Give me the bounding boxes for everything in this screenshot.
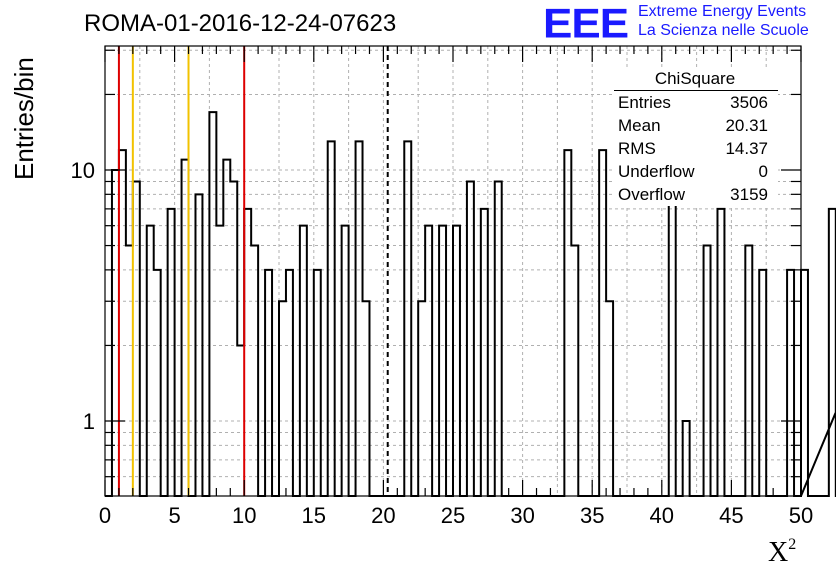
x-tick-label: 45 <box>719 503 743 528</box>
stats-label: Entries <box>618 93 671 112</box>
stats-row-entries: Entries 3506 <box>612 91 778 114</box>
stats-row-underflow: Underflow 0 <box>612 160 778 183</box>
x-tick-label: 30 <box>510 503 534 528</box>
stats-value: 14.37 <box>725 139 768 158</box>
y-tick-label: 1 <box>83 409 95 434</box>
axis-ticks: 0 5 10 15 20 25 30 35 40 45 50 1 10 <box>71 46 813 528</box>
x-tick-label: 40 <box>650 503 674 528</box>
stats-row-rms: RMS 14.37 <box>612 137 778 160</box>
stats-row-mean: Mean 20.31 <box>612 114 778 137</box>
stats-value: 20.31 <box>725 116 768 135</box>
stats-row-overflow: Overflow 3159 <box>612 183 778 206</box>
logo-tagline-1: Extreme Energy Events <box>638 3 807 20</box>
x-axis-label-exponent: 2 <box>788 536 797 553</box>
x-axis-label-base: X <box>768 537 789 568</box>
x-tick-label: 0 <box>99 503 111 528</box>
stats-divider <box>614 90 778 91</box>
stats-label: RMS <box>618 139 656 158</box>
stats-value: 0 <box>758 162 768 181</box>
x-tick-label: 5 <box>168 503 180 528</box>
run-title: ROMA-01-2016-12-24-07623 <box>84 10 397 37</box>
stats-value: 3159 <box>730 185 768 204</box>
x-tick-label: 15 <box>302 503 326 528</box>
y-tick-label: 10 <box>71 158 95 183</box>
stats-label: Overflow <box>618 185 686 204</box>
y-axis-label: Entries/bin <box>9 57 39 180</box>
x-axis-label: X2 <box>768 536 796 569</box>
x-tick-label: 25 <box>441 503 465 528</box>
logo-tagline-2: La Scienza nelle Scuole <box>638 22 809 39</box>
x-tick-label: 35 <box>580 503 604 528</box>
reference-lines <box>117 46 389 496</box>
stats-label: Underflow <box>618 162 695 181</box>
eee-logo: EEE <box>543 0 629 47</box>
stats-value: 3506 <box>730 93 768 112</box>
x-tick-label: 20 <box>371 503 395 528</box>
stats-title: ChiSquare <box>654 69 736 88</box>
x-tick-label: 50 <box>789 503 813 528</box>
x-tick-label: 10 <box>232 503 256 528</box>
stats-box: ChiSquare Entries 3506 Mean 20.31 RMS 14.37… <box>612 68 778 206</box>
stats-label: Mean <box>618 116 661 135</box>
